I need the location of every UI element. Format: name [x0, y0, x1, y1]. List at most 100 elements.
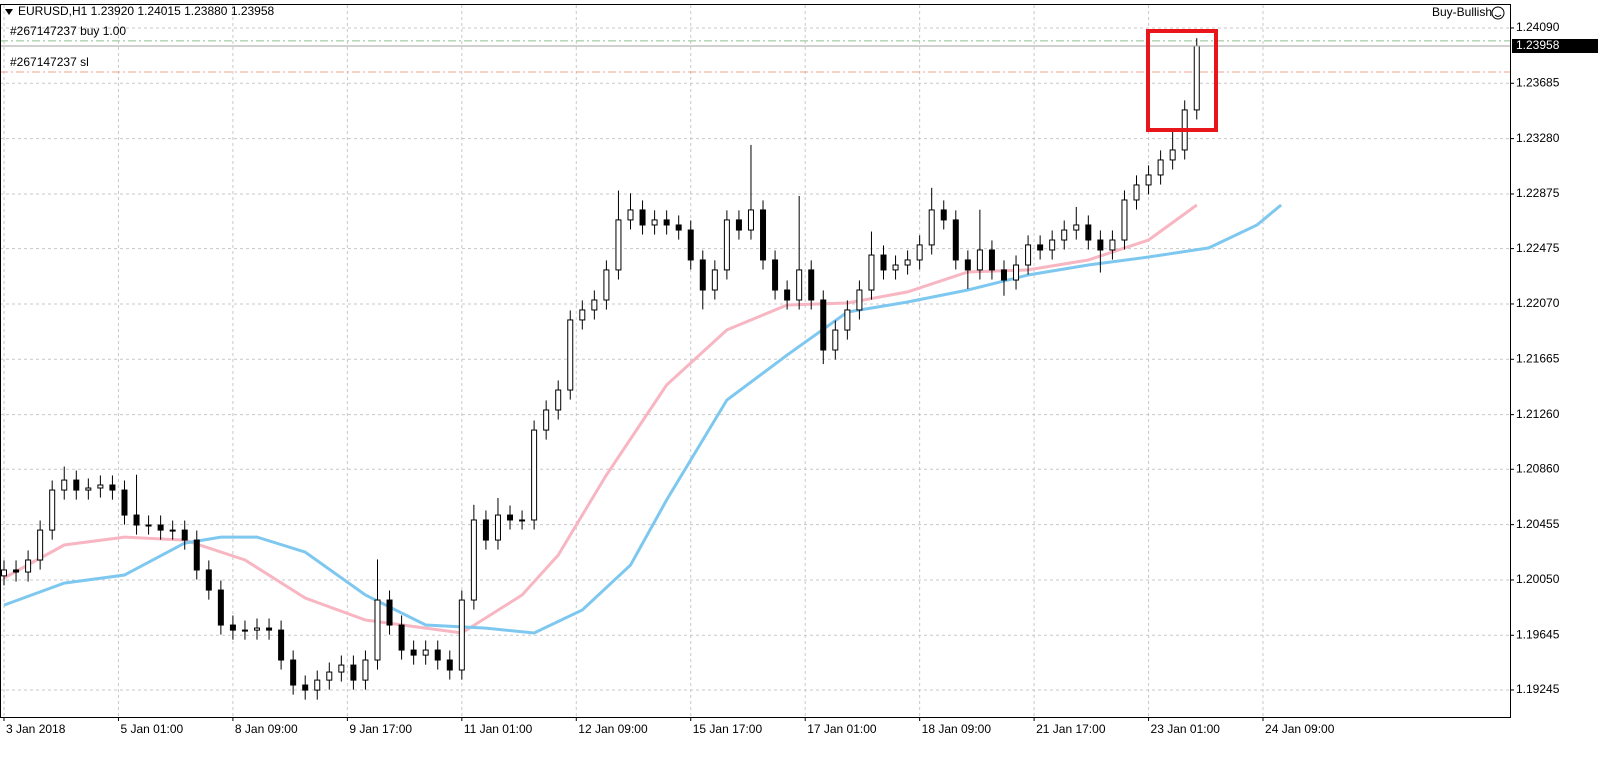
- last-price-label: 1.23958: [1516, 38, 1560, 52]
- candle-body: [109, 484, 116, 491]
- candle-body: [555, 389, 562, 411]
- candle-body: [663, 219, 670, 226]
- candle-body: [290, 659, 297, 686]
- candle-body: [1157, 159, 1164, 176]
- candle-body: [627, 209, 634, 221]
- candle-body: [1193, 45, 1200, 111]
- candle-body: [579, 309, 586, 321]
- candle-body: [1061, 229, 1068, 241]
- candle-body: [37, 529, 44, 561]
- candle-body: [241, 629, 248, 632]
- y-tick-label: 1.19645: [1516, 627, 1560, 641]
- y-tick-label: 1.22875: [1516, 186, 1560, 200]
- candle-body: [362, 659, 369, 681]
- candle-body: [73, 479, 80, 491]
- candle-body: [735, 219, 742, 231]
- x-tick-label: 11 Jan 01:00: [464, 722, 533, 736]
- candle-body: [675, 224, 682, 231]
- x-tick-label: 24 Jan 09:00: [1265, 722, 1335, 736]
- candle-body: [796, 269, 803, 301]
- y-tick-label: 1.22070: [1516, 296, 1560, 310]
- candle-body: [856, 289, 863, 311]
- x-tick-label: 18 Jan 09:00: [922, 722, 992, 736]
- candle-body: [1, 569, 7, 577]
- candle-body: [760, 209, 767, 261]
- candle-body: [1145, 174, 1152, 186]
- candle-body: [157, 524, 164, 531]
- candle-body: [338, 664, 345, 673]
- candle-body: [205, 569, 212, 591]
- candle-body: [639, 209, 646, 226]
- candle-body: [1121, 199, 1128, 241]
- candle-body: [181, 529, 188, 541]
- candle-body: [193, 539, 200, 571]
- collapse-arrow[interactable]: [5, 9, 13, 15]
- order-level-label: #267147237 buy 1.00: [10, 24, 126, 38]
- candle-body: [1025, 244, 1032, 266]
- candle-body: [217, 589, 224, 626]
- candle-body: [687, 229, 694, 261]
- candle-body: [169, 529, 176, 532]
- candle-body: [1109, 239, 1116, 251]
- x-tick-label: 8 Jan 09:00: [235, 722, 298, 736]
- candle-body: [603, 269, 610, 301]
- y-tick-label: 1.21665: [1516, 351, 1560, 365]
- candle-body: [350, 664, 357, 681]
- candle-body: [519, 519, 526, 522]
- candle-body: [434, 649, 441, 661]
- candle-body: [531, 429, 538, 521]
- candle-body: [904, 259, 911, 266]
- chart-header: EURUSD,H1 1.23920 1.24015 1.23880 1.2395…: [18, 4, 275, 18]
- y-tick-label: 1.23280: [1516, 131, 1560, 145]
- candle-body: [940, 209, 947, 221]
- candle-body: [61, 479, 68, 491]
- candle-body: [784, 289, 791, 301]
- candle-body: [988, 249, 995, 271]
- candle-body: [651, 219, 658, 226]
- y-tick-label: 1.20860: [1516, 461, 1560, 475]
- candle-body: [314, 679, 321, 691]
- x-tick-label: 12 Jan 09:00: [578, 722, 648, 736]
- indicator-label: Buy-Bullish: [1432, 5, 1492, 19]
- candle-body: [916, 244, 923, 261]
- candle-body: [446, 659, 453, 671]
- candle-body: [868, 254, 875, 291]
- candle-body: [699, 259, 706, 291]
- candle-body: [386, 599, 393, 626]
- x-tick-label: 17 Jan 01:00: [807, 722, 877, 736]
- candle-body: [747, 209, 754, 231]
- candle-body: [591, 299, 598, 311]
- x-tick-label: 15 Jan 17:00: [693, 722, 763, 736]
- candle-body: [121, 489, 128, 516]
- highlight-box: [1146, 29, 1218, 132]
- candle-body: [976, 249, 983, 271]
- plot-border: [0, 4, 1511, 718]
- candle-body: [844, 309, 851, 331]
- smiley-icon: [1491, 6, 1505, 20]
- candle-body: [1000, 269, 1007, 281]
- candle-body: [1169, 149, 1176, 161]
- y-tick-label: 1.20050: [1516, 572, 1560, 586]
- candle-body: [85, 487, 92, 491]
- candle-body: [302, 684, 309, 691]
- candle-body: [398, 624, 405, 651]
- candle-body: [1013, 264, 1020, 281]
- candle-body: [1097, 239, 1104, 251]
- candle-body: [964, 259, 971, 271]
- candle-body: [952, 219, 959, 261]
- candle-body: [1085, 224, 1092, 241]
- x-tick-label: 23 Jan 01:00: [1151, 722, 1221, 736]
- candle-body: [832, 329, 839, 351]
- candle-body: [458, 599, 465, 671]
- candle-body: [410, 649, 417, 656]
- candle-body: [1049, 239, 1056, 251]
- candle-body: [615, 219, 622, 271]
- order-level-label: #267147237 sl: [10, 55, 89, 69]
- candle-body: [326, 671, 333, 681]
- candle-body: [482, 519, 489, 541]
- candle-body: [772, 259, 779, 291]
- x-tick-label: 21 Jan 17:00: [1036, 722, 1106, 736]
- candle-body: [266, 627, 273, 631]
